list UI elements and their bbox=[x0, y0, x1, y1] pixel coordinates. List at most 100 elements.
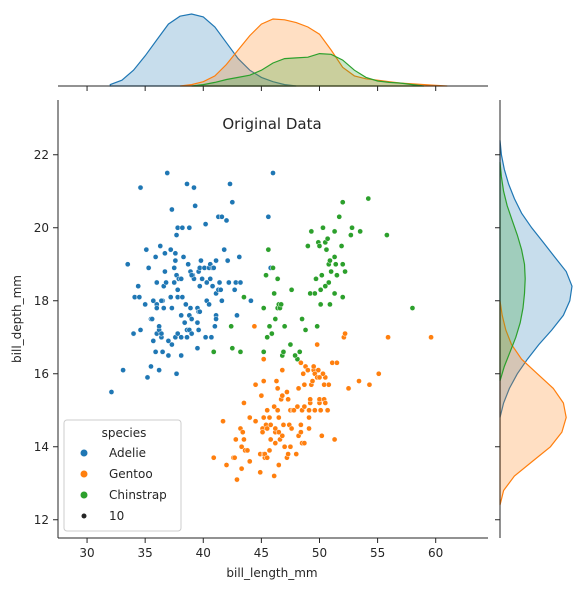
point-gentoo bbox=[271, 473, 278, 479]
point-adelie bbox=[265, 213, 272, 220]
point-chinstrap bbox=[334, 272, 340, 279]
marginal-x-density-chinstrap bbox=[191, 52, 425, 87]
point-adelie bbox=[169, 305, 175, 311]
point-gentoo bbox=[314, 341, 321, 348]
marginal-y-density-gentoo bbox=[499, 300, 567, 506]
point-adelie bbox=[221, 246, 228, 253]
point-chinstrap bbox=[327, 301, 333, 308]
point-gentoo bbox=[305, 367, 311, 373]
point-gentoo bbox=[316, 374, 323, 381]
legend-label-size: 10 bbox=[109, 509, 124, 523]
point-adelie bbox=[231, 286, 238, 293]
x-tick-label: 35 bbox=[138, 546, 153, 560]
point-adelie bbox=[178, 312, 185, 319]
point-chinstrap bbox=[260, 305, 267, 311]
point-chinstrap bbox=[348, 232, 354, 238]
point-adelie bbox=[195, 327, 202, 333]
x-tick-label: 30 bbox=[79, 546, 94, 560]
point-adelie bbox=[159, 349, 166, 355]
marginal-x-density-plot bbox=[58, 13, 488, 91]
point-adelie bbox=[172, 257, 179, 264]
point-gentoo bbox=[241, 400, 247, 406]
point-adelie bbox=[225, 279, 232, 286]
point-gentoo bbox=[252, 418, 259, 425]
point-adelie bbox=[136, 294, 143, 300]
y-tick-label: 12 bbox=[34, 513, 49, 527]
point-adelie bbox=[153, 279, 160, 286]
point-gentoo bbox=[285, 451, 291, 457]
point-adelie bbox=[174, 286, 181, 293]
point-gentoo bbox=[310, 363, 317, 370]
point-adelie bbox=[156, 323, 162, 330]
y-tick-label: 22 bbox=[34, 148, 49, 162]
point-gentoo bbox=[264, 454, 271, 461]
point-adelie bbox=[202, 334, 209, 341]
point-gentoo bbox=[252, 381, 259, 388]
point-chinstrap bbox=[287, 341, 294, 348]
point-gentoo bbox=[306, 407, 312, 414]
point-chinstrap bbox=[317, 301, 324, 308]
point-adelie bbox=[179, 294, 186, 300]
point-gentoo bbox=[285, 396, 291, 403]
point-adelie bbox=[162, 250, 168, 257]
point-adelie bbox=[184, 334, 190, 341]
point-chinstrap bbox=[265, 246, 272, 253]
x-tick-label: 50 bbox=[312, 546, 327, 560]
point-chinstrap bbox=[342, 268, 348, 275]
point-chinstrap bbox=[339, 261, 346, 268]
point-adelie bbox=[173, 232, 180, 238]
point-adelie bbox=[108, 389, 115, 395]
point-gentoo bbox=[275, 462, 282, 468]
x-axis-ticks: 30 35 40 45 50 55 60 bbox=[79, 538, 443, 560]
point-adelie bbox=[130, 330, 137, 337]
point-chinstrap bbox=[241, 294, 247, 300]
point-adelie bbox=[194, 319, 201, 326]
point-chinstrap bbox=[280, 349, 287, 355]
point-chinstrap bbox=[322, 283, 329, 289]
point-adelie bbox=[178, 276, 185, 282]
point-gentoo bbox=[246, 458, 253, 465]
point-adelie bbox=[149, 316, 155, 322]
point-adelie bbox=[194, 345, 201, 352]
point-gentoo bbox=[298, 422, 304, 428]
legend-label-gentoo: Gentoo bbox=[109, 467, 153, 481]
point-adelie bbox=[160, 305, 167, 311]
point-adelie bbox=[181, 319, 188, 326]
point-chinstrap bbox=[318, 272, 325, 279]
point-gentoo bbox=[295, 385, 302, 392]
point-adelie bbox=[167, 246, 174, 253]
point-chinstrap bbox=[308, 228, 315, 235]
point-adelie bbox=[173, 370, 180, 377]
point-chinstrap bbox=[409, 305, 416, 311]
point-chinstrap bbox=[299, 316, 305, 322]
point-gentoo bbox=[232, 436, 239, 443]
point-chinstrap bbox=[278, 301, 284, 308]
point-gentoo bbox=[317, 407, 324, 414]
point-gentoo bbox=[260, 378, 267, 384]
point-gentoo bbox=[275, 414, 282, 421]
point-gentoo bbox=[294, 403, 301, 410]
point-chinstrap bbox=[384, 232, 390, 238]
point-adelie bbox=[188, 330, 195, 337]
marginal-x-density-adelie bbox=[109, 13, 297, 87]
point-gentoo bbox=[264, 407, 271, 414]
point-adelie bbox=[158, 330, 165, 337]
point-adelie bbox=[156, 367, 162, 373]
scatter-points bbox=[108, 170, 434, 483]
point-gentoo bbox=[334, 359, 340, 366]
point-chinstrap bbox=[270, 265, 276, 271]
x-tick-label: 60 bbox=[428, 546, 443, 560]
point-adelie bbox=[145, 265, 152, 271]
point-adelie bbox=[158, 297, 165, 304]
point-adelie bbox=[169, 206, 175, 213]
point-gentoo bbox=[210, 454, 217, 461]
point-adelie bbox=[227, 181, 233, 187]
point-gentoo bbox=[223, 462, 230, 468]
point-chinstrap bbox=[263, 272, 269, 279]
point-adelie bbox=[150, 338, 157, 344]
point-gentoo bbox=[246, 414, 253, 421]
point-adelie bbox=[213, 316, 219, 322]
point-gentoo bbox=[324, 407, 331, 414]
point-chinstrap bbox=[292, 352, 298, 359]
legend-label-adelie: Adelie bbox=[109, 446, 146, 460]
